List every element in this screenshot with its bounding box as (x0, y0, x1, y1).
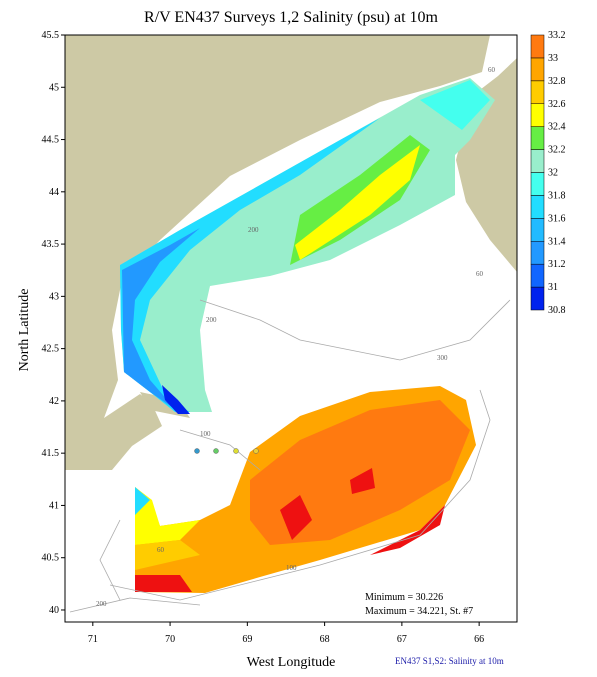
station (213, 448, 219, 454)
colorbar-box (530, 286, 545, 311)
colorbar-box (530, 57, 545, 82)
colorbar-label: 31.6 (548, 213, 566, 224)
x-tick-label: 67 (397, 634, 407, 645)
y-tick-label: 40 (49, 605, 59, 616)
salinity-area (280, 495, 312, 540)
isobath-label: 200 (206, 316, 217, 324)
salinity-area (295, 145, 420, 260)
isobath-label: 60 (157, 546, 165, 554)
station (253, 448, 259, 454)
y-axis-label: North Latitude (17, 289, 32, 372)
colorbar-box (530, 103, 545, 127)
colorbar-label: 32.6 (548, 99, 566, 110)
isobath-label: 100 (286, 564, 297, 572)
x-tick-label: 71 (88, 634, 98, 645)
isobath-label: 100 (200, 430, 211, 438)
station (194, 448, 200, 454)
colorbar-label: 31.4 (548, 236, 566, 247)
colorbar-label: 32 (548, 168, 558, 179)
salinity-area (122, 228, 200, 410)
colorbar-label: 30.8 (548, 305, 566, 316)
colorbar-box (530, 195, 545, 219)
colorbar-box (530, 218, 545, 242)
plot-frame (64, 34, 518, 623)
isobath-label: 60 (476, 270, 484, 278)
annotation: Maximum = 34.221, St. #7 (365, 606, 473, 617)
x-tick-label: 68 (320, 634, 330, 645)
title: R/V EN437 Surveys 1,2 Salinity (psu) at … (144, 9, 438, 26)
isobath (109, 389, 491, 601)
salinity-area (350, 468, 375, 494)
colorbar-label: 33.2 (548, 30, 566, 41)
x-axis-label: West Longitude (247, 655, 336, 670)
y-tick-label: 45 (49, 82, 59, 93)
colorbar-label: 31 (548, 282, 558, 293)
colorbar-box (530, 126, 545, 150)
colorbar-box (530, 241, 545, 265)
isobath (69, 597, 201, 613)
footer: EN437 S1,S2: Salinity at 10m (395, 656, 504, 666)
isobath-label: 60 (488, 66, 496, 74)
y-tick-label: 42.5 (42, 344, 60, 355)
annotation: Minimum = 30.226 (365, 592, 443, 603)
colorbar-label: 33 (548, 53, 558, 64)
colorbar-label: 31.8 (548, 190, 566, 201)
land (65, 35, 490, 470)
salinity-area (162, 385, 190, 414)
y-tick-label: 43 (49, 291, 59, 302)
salinity-area (135, 540, 200, 570)
isobath-label: 200 (96, 600, 107, 608)
isobath-label: 300 (437, 354, 448, 362)
x-tick-label: 66 (474, 634, 484, 645)
y-tick-label: 41 (49, 500, 59, 511)
colorbar-label: 32.2 (548, 145, 566, 156)
x-tick-label: 70 (165, 634, 175, 645)
colorbar-box (530, 149, 545, 173)
x-tick-label: 69 (242, 634, 252, 645)
colorbar-label: 31.2 (548, 259, 566, 270)
y-tick-label: 43.5 (42, 239, 60, 250)
colorbar-box (530, 263, 545, 288)
y-tick-label: 44.5 (42, 135, 60, 146)
salinity-area (135, 487, 150, 515)
colorbar-box (530, 80, 545, 105)
y-tick-label: 44 (49, 187, 59, 198)
isobath (199, 299, 511, 361)
colorbar-box (530, 172, 545, 196)
salinity-area (370, 505, 445, 555)
isobath (179, 429, 261, 471)
salinity-area (420, 80, 490, 130)
y-tick-label: 40.5 (42, 553, 60, 564)
salinity-area (135, 575, 192, 592)
colorbar-label: 32.8 (548, 76, 566, 87)
layers: 60 200 60 200 300 100 100 60 200 (65, 35, 517, 613)
colorbar-box (530, 34, 545, 59)
isobath-label: 200 (248, 226, 259, 234)
salinity-area (135, 487, 200, 545)
station (233, 448, 239, 454)
colorbar-label: 32.4 (548, 122, 566, 133)
y-tick-label: 41.5 (42, 448, 60, 459)
isobath (99, 519, 121, 601)
y-tick-label: 45.5 (42, 30, 60, 41)
y-tick-label: 42 (49, 396, 59, 407)
